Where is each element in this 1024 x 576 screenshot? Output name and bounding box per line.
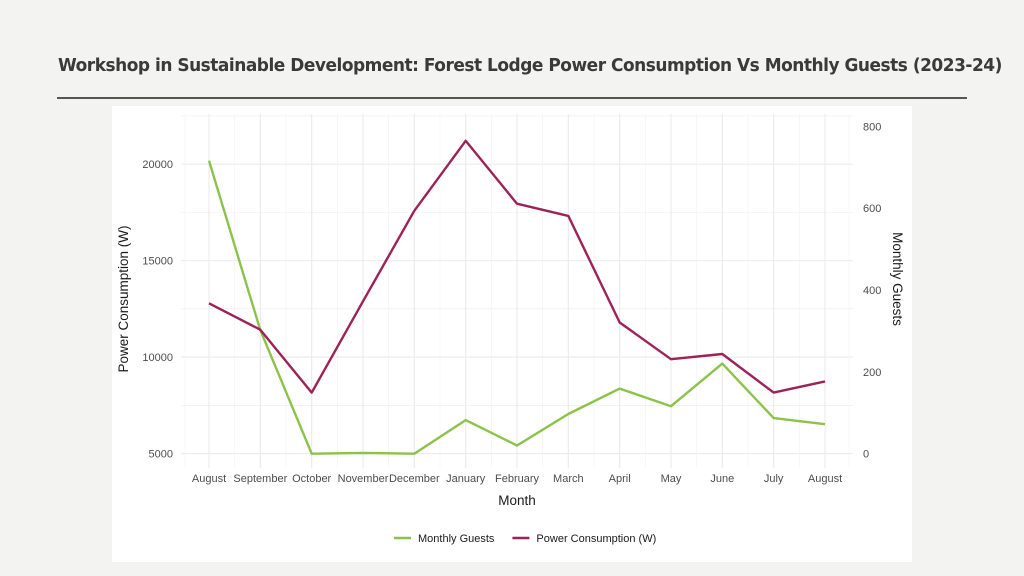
x-axis: August September October November December Ja… <box>192 473 842 485</box>
x-tick-label: July <box>764 473 784 485</box>
x-tick-label: October <box>292 473 331 485</box>
y2-tick-label: 400 <box>863 285 881 297</box>
title-divider <box>57 97 967 99</box>
y2-tick-label: 0 <box>863 449 869 461</box>
y-axis-left: 5000 10000 15000 20000 <box>142 159 173 460</box>
y2-tick-label: 800 <box>863 121 881 133</box>
line-chart: 5000 10000 15000 20000 0 200 400 600 800 August… <box>116 114 905 545</box>
series-lines <box>207 139 826 455</box>
y-tick-label: 20000 <box>142 159 173 171</box>
y-axis-title: Power Consumption (W) <box>116 225 131 372</box>
chart-panel: 5000 10000 15000 20000 0 200 400 600 800 August… <box>112 106 912 562</box>
x-tick-label: February <box>495 473 540 485</box>
x-tick-label: January <box>446 473 486 485</box>
x-tick-label: March <box>553 473 584 485</box>
legend: Monthly Guests Power Consumption (W) <box>394 533 656 545</box>
y2-axis-title: Monthly Guests <box>890 232 905 326</box>
x-tick-label: May <box>661 473 682 485</box>
x-axis-title: Month <box>498 493 536 508</box>
y2-tick-label: 600 <box>863 203 881 215</box>
x-tick-label: November <box>338 473 389 485</box>
x-tick-label: June <box>710 473 734 485</box>
y-axis-right: 0 200 400 600 800 <box>863 121 881 460</box>
y2-tick-label: 200 <box>863 367 881 379</box>
page-title: Workshop in Sustainable Development: For… <box>58 56 1002 76</box>
x-tick-label: December <box>389 473 440 485</box>
x-tick-label: August <box>808 473 842 485</box>
x-tick-label: September <box>233 473 287 485</box>
x-tick-label: August <box>192 473 226 485</box>
grid-lines <box>181 114 853 468</box>
y-tick-label: 5000 <box>149 449 173 461</box>
x-tick-label: April <box>609 473 631 485</box>
y-tick-label: 10000 <box>142 352 173 364</box>
legend-label-monthly-guests: Monthly Guests <box>418 533 495 545</box>
y-tick-label: 15000 <box>142 256 173 268</box>
legend-label-power-consumption-w: Power Consumption (W) <box>536 533 656 545</box>
